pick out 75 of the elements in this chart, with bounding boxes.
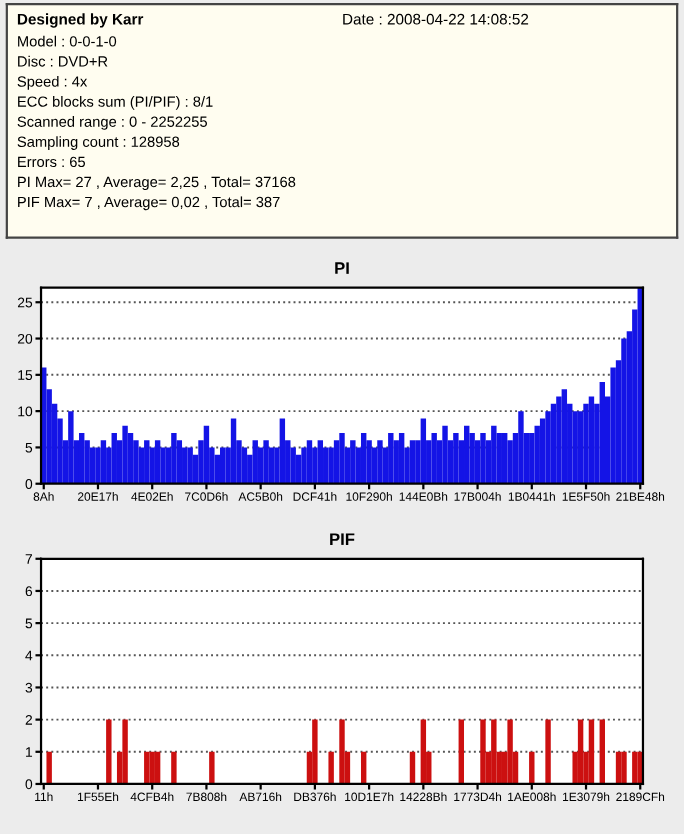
bar: [420, 418, 427, 484]
bar: [122, 425, 128, 484]
bar: [301, 447, 307, 484]
bar: [290, 447, 296, 484]
bar: [333, 440, 340, 484]
bar: [252, 440, 258, 484]
bar: [306, 440, 313, 484]
bar: [469, 432, 475, 484]
bar: [501, 432, 508, 484]
bar: [68, 411, 74, 484]
bar: [149, 447, 155, 484]
bar: [583, 403, 589, 484]
bar: [409, 440, 416, 484]
bar: [572, 411, 578, 484]
bar: [219, 447, 226, 484]
chart-title: PIF: [330, 533, 355, 545]
bar: [496, 432, 502, 484]
bar: [366, 440, 372, 484]
bar: [339, 432, 345, 484]
bar: [431, 432, 437, 484]
bar: [203, 425, 210, 484]
bar: [529, 432, 535, 484]
bar: [545, 411, 551, 484]
bar: [127, 432, 134, 484]
bar: [518, 411, 524, 484]
bar: [534, 425, 540, 484]
bar: [328, 447, 334, 484]
bar: [474, 440, 481, 484]
bar: [279, 418, 286, 484]
bar: [588, 396, 595, 484]
bar: [160, 447, 166, 484]
bar: [371, 447, 378, 484]
bar: [556, 396, 562, 484]
bar: [507, 440, 513, 484]
bar: [377, 440, 383, 484]
bar: [312, 447, 318, 484]
bar: [154, 440, 161, 484]
bar: [442, 425, 448, 484]
bar: [539, 418, 546, 484]
chart-title: PI: [335, 262, 349, 274]
bar: [610, 367, 616, 484]
bar: [133, 440, 139, 484]
bar: [561, 389, 568, 484]
bar: [230, 418, 237, 484]
bar: [84, 440, 90, 484]
bar: [144, 440, 150, 484]
bar: [398, 432, 405, 484]
bar: [171, 432, 177, 484]
bar: [268, 447, 275, 484]
bar: [350, 440, 356, 484]
bar: [464, 425, 470, 484]
bar: [89, 447, 96, 484]
bar: [182, 447, 188, 484]
bar: [388, 432, 394, 484]
bar: [621, 338, 627, 484]
bar: [599, 382, 605, 484]
bar: [453, 432, 459, 484]
bar: [317, 440, 324, 484]
bar: [393, 440, 399, 484]
bar: [577, 411, 584, 484]
bar: [241, 447, 248, 484]
bar: [100, 440, 107, 484]
bar: [111, 432, 117, 484]
bar: [550, 403, 557, 484]
bar: [95, 447, 101, 484]
bar: [323, 447, 329, 484]
bar: [491, 425, 497, 484]
bar: [176, 440, 183, 484]
bar: [263, 440, 269, 484]
bar: [257, 447, 264, 484]
bar: [480, 432, 486, 484]
bar: [360, 432, 367, 484]
bar: [138, 447, 145, 484]
bar: [187, 447, 193, 484]
bar: [79, 432, 85, 484]
